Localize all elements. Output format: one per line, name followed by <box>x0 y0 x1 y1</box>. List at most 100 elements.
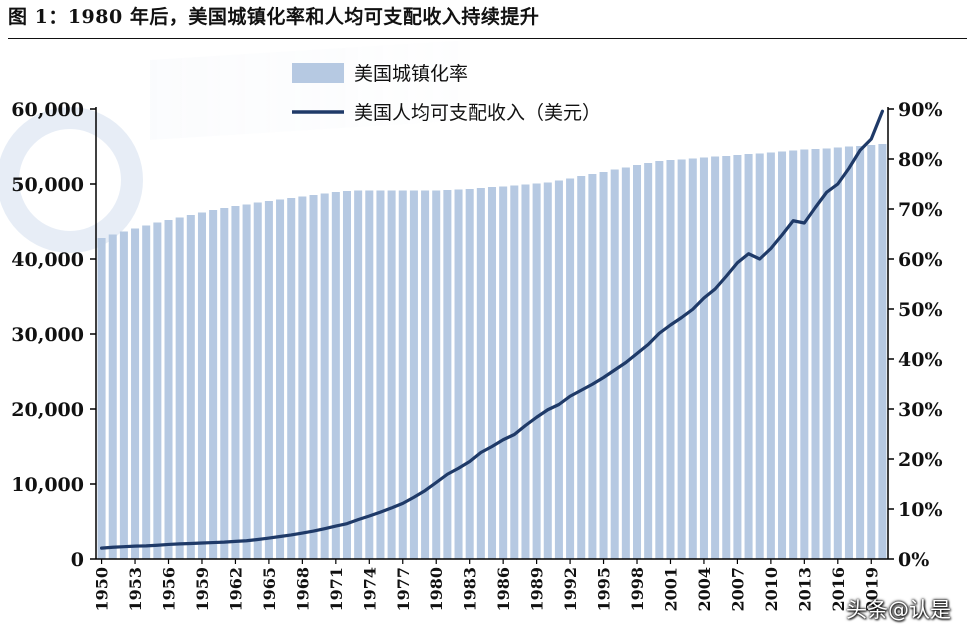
right-tick-label: 90% <box>898 99 943 121</box>
x-tick-label: 1992 <box>561 567 580 612</box>
bar-2014 <box>811 149 820 559</box>
bar-1984 <box>476 188 485 559</box>
bar-2000 <box>655 161 664 559</box>
left-tick-label: 40,000 <box>11 249 84 271</box>
bar-2016 <box>833 147 842 559</box>
left-tick-label: 0 <box>71 549 84 571</box>
bar-1991 <box>554 180 563 559</box>
x-tick-label: 1962 <box>226 567 245 612</box>
x-tick-label: 2001 <box>661 567 680 612</box>
x-tick-label: 2013 <box>795 567 814 612</box>
bar-1986 <box>499 186 508 559</box>
bar-1969 <box>309 195 318 559</box>
bar-2008 <box>744 154 753 559</box>
bar-2004 <box>699 157 708 559</box>
bar-1988 <box>521 184 530 559</box>
right-tick-label: 40% <box>898 349 943 371</box>
bar-1967 <box>287 198 296 559</box>
bar-1977 <box>398 190 407 559</box>
x-tick-label: 1968 <box>293 567 312 612</box>
bar-1992 <box>566 178 575 559</box>
right-tick-label: 80% <box>898 149 943 171</box>
x-tick-label: 1950 <box>93 567 112 612</box>
x-tick-label: 1953 <box>126 567 145 612</box>
x-tick-label: 1965 <box>260 567 279 612</box>
brand-watermark <box>0 40 470 253</box>
bar-1985 <box>487 187 497 559</box>
x-tick-label: 1989 <box>528 567 547 612</box>
left-tick-label: 20,000 <box>11 399 84 421</box>
bar-1959 <box>197 212 206 559</box>
bar-1953 <box>131 228 140 559</box>
bar-1989 <box>532 183 541 559</box>
bar-1952 <box>119 231 128 559</box>
bar-1965 <box>264 201 273 559</box>
x-tick-label: 1995 <box>595 567 614 612</box>
x-tick-label: 1959 <box>193 567 212 612</box>
bar-1998 <box>633 165 642 559</box>
x-tick-label: 1980 <box>427 567 446 612</box>
bar-2018 <box>856 146 865 559</box>
x-tick-label: 1998 <box>628 567 647 612</box>
bar-1983 <box>465 189 474 559</box>
left-tick-label: 50,000 <box>11 174 84 196</box>
x-tick-label: 2010 <box>762 567 781 612</box>
bar-2012 <box>789 150 798 559</box>
bar-1972 <box>342 191 351 559</box>
left-tick-label: 10,000 <box>11 474 84 496</box>
bar-2003 <box>688 158 697 559</box>
legend-swatch-urbanization <box>292 63 344 83</box>
bar-2009 <box>755 153 764 559</box>
x-tick-label: 2004 <box>695 567 714 612</box>
bar-1981 <box>443 190 452 559</box>
right-tick-label: 70% <box>898 199 943 221</box>
x-tick-label: 1977 <box>394 567 413 612</box>
bar-1993 <box>577 176 586 559</box>
bar-1954 <box>142 225 151 559</box>
bar-1971 <box>331 192 340 559</box>
bar-1980 <box>432 190 441 559</box>
bar-1979 <box>421 190 430 559</box>
left-tick-label: 30,000 <box>11 324 84 346</box>
bar-1958 <box>186 215 195 559</box>
x-tick-label: 1986 <box>494 567 513 612</box>
bar-1951 <box>108 234 117 559</box>
bar-1955 <box>153 222 162 559</box>
x-tick-label: 2007 <box>728 567 747 612</box>
legend-label-income: 美国人均可支配收入（美元） <box>354 102 601 124</box>
x-tick-label: 1971 <box>327 567 346 612</box>
bar-2011 <box>778 151 787 559</box>
bar-2002 <box>677 159 686 559</box>
bar-1956 <box>164 220 173 559</box>
bar-2007 <box>733 155 742 559</box>
bar-1950 <box>97 238 106 559</box>
x-tick-label: 2016 <box>829 567 848 612</box>
legend-label-urbanization: 美国城镇化率 <box>354 63 468 85</box>
bar-1964 <box>253 202 262 559</box>
bar-1976 <box>387 190 396 559</box>
right-tick-label: 0% <box>898 549 929 571</box>
bar-1975 <box>376 190 385 559</box>
x-tick-label: 1956 <box>160 567 179 612</box>
bar-1999 <box>644 163 653 559</box>
x-tick-label: 1974 <box>360 567 379 612</box>
x-tick-label: 2019 <box>862 567 881 612</box>
bar-1966 <box>276 199 285 559</box>
bar-1973 <box>354 190 363 559</box>
bar-1978 <box>409 190 418 559</box>
bar-2005 <box>711 156 720 559</box>
bar-1994 <box>588 174 597 559</box>
bar-1982 <box>454 189 463 559</box>
bar-1987 <box>510 185 519 559</box>
bar-1963 <box>242 204 251 559</box>
source-watermark: 头条@认是 <box>846 598 951 622</box>
right-tick-label: 10% <box>898 499 943 521</box>
right-tick-label: 50% <box>898 299 943 321</box>
bar-2015 <box>822 148 831 559</box>
bar-1974 <box>365 190 374 559</box>
bar-1961 <box>220 208 229 559</box>
x-tick-label: 1983 <box>461 567 480 612</box>
bar-2001 <box>666 160 675 559</box>
bar-1957 <box>175 217 184 559</box>
bar-2020 <box>878 144 887 559</box>
